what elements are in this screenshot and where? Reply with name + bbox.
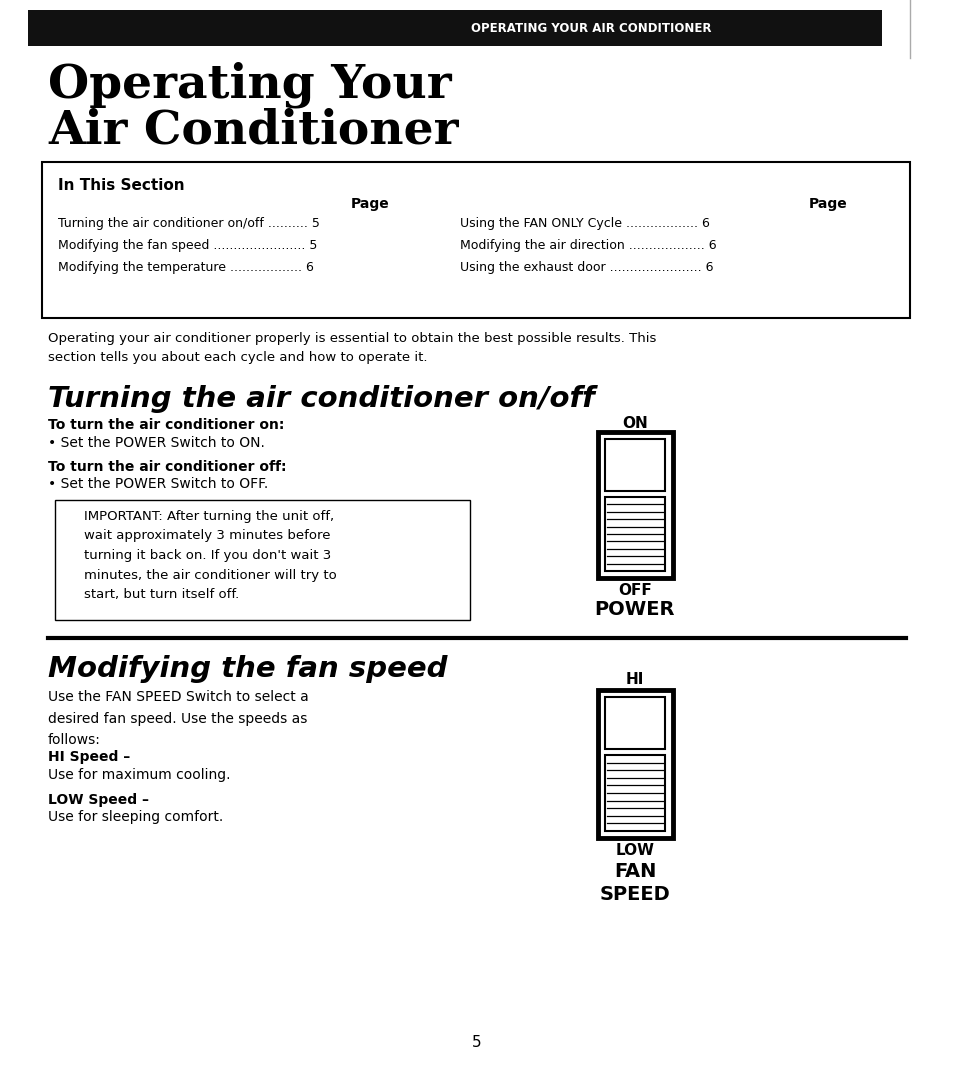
Text: POWER: POWER — [594, 600, 675, 619]
Text: Modifying the fan speed ....................... 5: Modifying the fan speed ................… — [58, 239, 317, 252]
Text: OPERATING YOUR AIR CONDITIONER: OPERATING YOUR AIR CONDITIONER — [471, 21, 711, 34]
Bar — [28, 10, 882, 46]
Text: Page: Page — [808, 197, 847, 211]
Text: To turn the air conditioner off:: To turn the air conditioner off: — [48, 460, 286, 474]
Text: HI: HI — [625, 672, 643, 687]
Text: Use for sleeping comfort.: Use for sleeping comfort. — [48, 810, 223, 824]
Text: LOW Speed –: LOW Speed – — [48, 793, 149, 807]
Bar — [604, 439, 664, 491]
Text: Modifying the temperature .................. 6: Modifying the temperature ..............… — [58, 261, 314, 274]
Text: FAN
SPEED: FAN SPEED — [599, 862, 670, 903]
Text: Turning the air conditioner on/off: Turning the air conditioner on/off — [48, 385, 594, 413]
Bar — [604, 755, 664, 831]
Text: Operating your air conditioner properly is essential to obtain the best possible: Operating your air conditioner properly … — [48, 332, 656, 365]
Text: Use the FAN SPEED Switch to select a
desired fan speed. Use the speeds as
follow: Use the FAN SPEED Switch to select a des… — [48, 690, 309, 747]
Text: HI Speed –: HI Speed – — [48, 750, 131, 764]
Bar — [42, 162, 909, 317]
Text: 5: 5 — [472, 1035, 481, 1050]
Text: Using the exhaust door ....................... 6: Using the exhaust door .................… — [459, 261, 713, 274]
Text: To turn the air conditioner on:: To turn the air conditioner on: — [48, 418, 284, 432]
Text: OFF: OFF — [618, 583, 651, 598]
Bar — [604, 697, 664, 749]
Text: Operating Your: Operating Your — [48, 62, 451, 108]
Text: Modifying the air direction ................... 6: Modifying the air direction ............… — [459, 239, 716, 252]
Text: Modifying the fan speed: Modifying the fan speed — [48, 655, 447, 683]
Text: Use for maximum cooling.: Use for maximum cooling. — [48, 768, 231, 783]
Text: Using the FAN ONLY Cycle .................. 6: Using the FAN ONLY Cycle ...............… — [459, 217, 709, 230]
Text: IMPORTANT: After turning the unit off,
    wait approximately 3 minutes before
 : IMPORTANT: After turning the unit off, w… — [67, 510, 336, 601]
Text: • Set the POWER Switch to OFF.: • Set the POWER Switch to OFF. — [48, 477, 268, 491]
Bar — [604, 497, 664, 571]
Text: Air Conditioner: Air Conditioner — [48, 108, 458, 154]
Text: Page: Page — [351, 197, 390, 211]
Text: In This Section: In This Section — [58, 179, 185, 193]
Text: Turning the air conditioner on/off .......... 5: Turning the air conditioner on/off .....… — [58, 217, 319, 230]
Text: • Set the POWER Switch to ON.: • Set the POWER Switch to ON. — [48, 436, 265, 450]
Text: ON: ON — [621, 416, 647, 431]
Bar — [55, 500, 470, 620]
Bar — [598, 690, 672, 838]
Text: LOW: LOW — [615, 843, 654, 858]
Bar — [598, 432, 672, 578]
